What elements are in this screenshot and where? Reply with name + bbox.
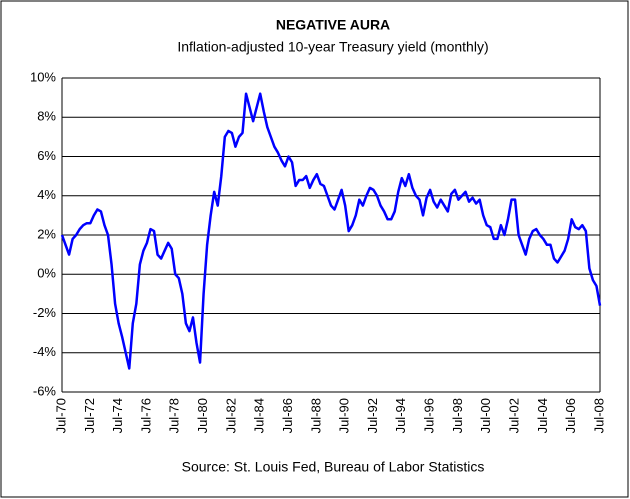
x-tick-label: Jul-88 bbox=[308, 398, 323, 433]
x-tick-label: Jul-84 bbox=[252, 398, 267, 433]
y-tick-label: 8% bbox=[37, 109, 56, 124]
x-tick-label: Jul-82 bbox=[223, 398, 238, 433]
x-tick-label: Jul-70 bbox=[53, 398, 68, 433]
chart-title: NEGATIVE AURA bbox=[276, 17, 390, 33]
y-tick-label: 10% bbox=[30, 69, 56, 84]
y-tick-label: 4% bbox=[37, 187, 56, 202]
x-tick-label: Jul-94 bbox=[393, 398, 408, 433]
x-tick-label: Jul-86 bbox=[280, 398, 295, 433]
data-line bbox=[60, 92, 602, 370]
x-tick-label: Jul-76 bbox=[138, 398, 153, 433]
y-tick-label: 0% bbox=[37, 266, 56, 281]
x-tick-label: Jul-90 bbox=[337, 398, 352, 433]
source-note: Source: St. Louis Fed, Bureau of Labor S… bbox=[182, 459, 485, 475]
y-tick-label: -4% bbox=[33, 344, 57, 359]
x-tick-label: Jul-92 bbox=[365, 398, 380, 433]
x-tick-label: Jul-96 bbox=[422, 398, 437, 433]
x-tick-label: Jul-78 bbox=[167, 398, 182, 433]
x-tick-label: Jul-04 bbox=[535, 398, 550, 433]
x-tick-label: Jul-00 bbox=[478, 398, 493, 433]
y-tick-label: 6% bbox=[37, 148, 56, 163]
x-tick-label: Jul-98 bbox=[450, 398, 465, 433]
x-tick-label: Jul-08 bbox=[591, 398, 606, 433]
x-tick-label: Jul-06 bbox=[563, 398, 578, 433]
y-tick-label: 2% bbox=[37, 226, 56, 241]
x-tick-label: Jul-02 bbox=[506, 398, 521, 433]
x-tick-label: Jul-80 bbox=[195, 398, 210, 433]
x-tick-label: Jul-72 bbox=[82, 398, 97, 433]
y-tick-label: -2% bbox=[33, 305, 57, 320]
y-tick-label: -6% bbox=[33, 383, 57, 398]
x-tick-label: Jul-74 bbox=[110, 398, 125, 433]
chart-subtitle: Inflation-adjusted 10-year Treasury yiel… bbox=[177, 39, 488, 55]
